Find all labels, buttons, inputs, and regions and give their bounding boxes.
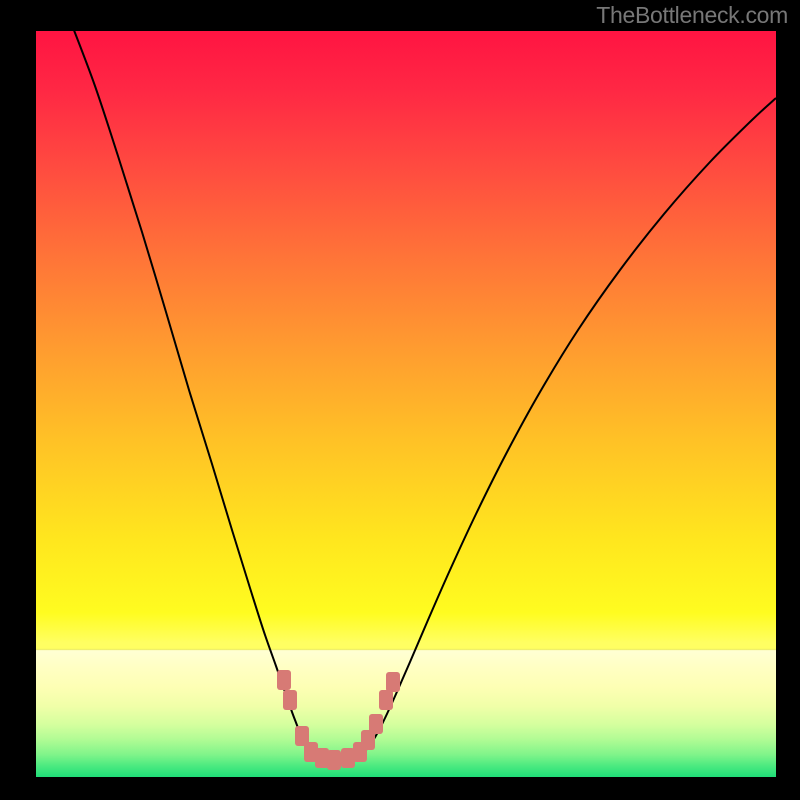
- curve-marker: [277, 670, 291, 690]
- curve-marker: [379, 690, 393, 710]
- curve-marker: [369, 714, 383, 734]
- chart-container: TheBottleneck.com: [0, 0, 800, 800]
- curve-marker: [341, 748, 355, 768]
- bottleneck-curve: [72, 25, 776, 760]
- curve-marker: [283, 690, 297, 710]
- curve-marker: [386, 672, 400, 692]
- curve-marker: [327, 750, 341, 770]
- curve-layer: [0, 0, 800, 800]
- curve-marker: [315, 748, 329, 768]
